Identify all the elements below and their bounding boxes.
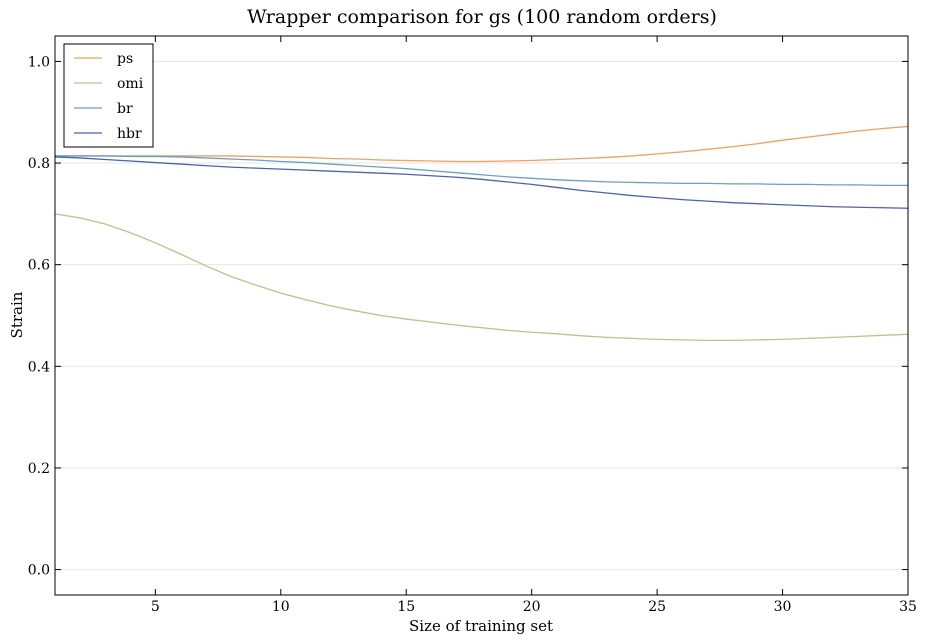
legend-label-br: br <box>117 101 133 117</box>
legend-label-omi: omi <box>117 76 144 92</box>
plot-area-frame <box>54 35 909 596</box>
y-tick-label: 0.2 <box>28 461 50 477</box>
x-tick-label: 15 <box>397 599 415 615</box>
x-tick-label: 20 <box>523 599 541 615</box>
y-tick-label: 0.6 <box>28 258 50 274</box>
series-line-omi <box>54 213 909 342</box>
y-tick-label: 1.0 <box>28 54 50 70</box>
x-tick-label: 5 <box>151 599 160 615</box>
y-axis-label: Strain <box>8 291 26 338</box>
legend-label-hbr: hbr <box>117 126 142 142</box>
x-axis-label: Size of training set <box>409 617 553 635</box>
x-tick-label: 10 <box>272 599 290 615</box>
series-lines <box>54 125 909 342</box>
axis-ticks: 0.0 0.2 0.4 0.6 0.8 1.0 5 10 15 20 25 30 35 <box>28 36 917 615</box>
series-line-ps <box>55 125 909 163</box>
y-tick-label: 0.4 <box>28 359 50 375</box>
series-line-hbr <box>54 156 909 209</box>
chart-title: Wrapper comparison for gs (100 random or… <box>247 6 717 28</box>
legend: ps omi br hbr <box>63 43 154 148</box>
x-tick-label: 30 <box>774 599 792 615</box>
x-tick-label: 35 <box>899 599 917 615</box>
x-tick-label: 25 <box>648 599 666 615</box>
y-tick-label: 0.8 <box>28 156 50 172</box>
series-line-br <box>55 155 908 187</box>
grid-lines <box>55 60 908 571</box>
legend-box <box>63 43 154 148</box>
y-tick-label: 0.0 <box>28 563 50 579</box>
legend-label-ps: ps <box>117 51 133 67</box>
